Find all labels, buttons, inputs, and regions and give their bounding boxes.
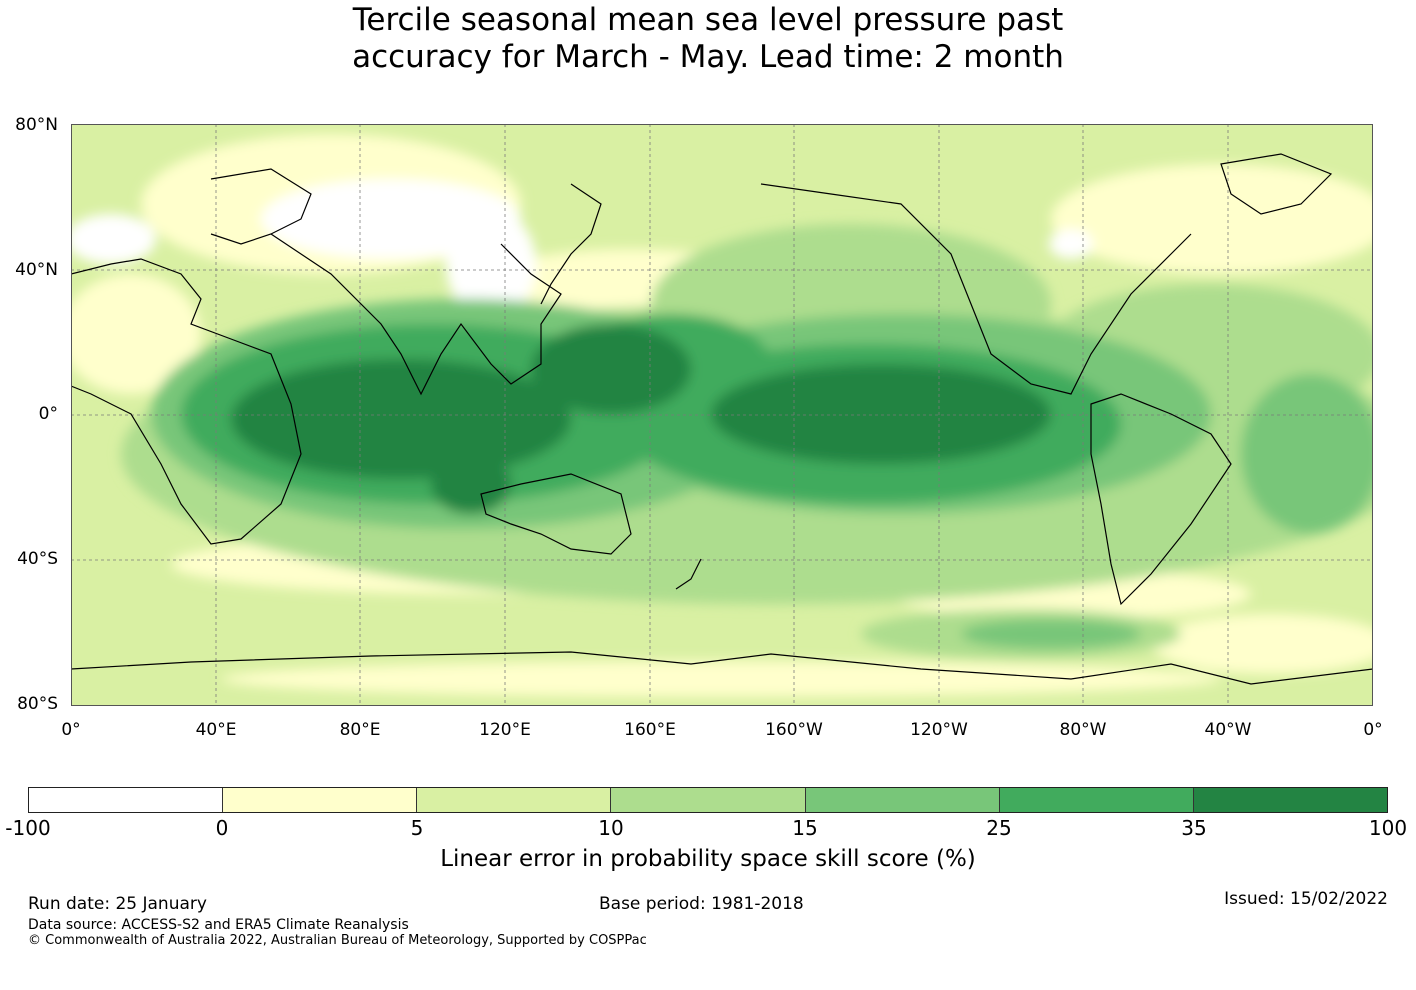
colorbar-tick: 35 (1181, 816, 1207, 840)
skill-score-map (71, 124, 1373, 706)
base-period: Base period: 1981-2018 (599, 894, 804, 914)
run-date: Run date: 25 January (28, 894, 207, 914)
lon-label-160w: 160°W (765, 720, 823, 740)
lon-label-120w: 120°W (910, 720, 968, 740)
coastlines (71, 153, 1373, 685)
colorbar-segment (804, 788, 999, 812)
colorbar-segment (416, 788, 611, 812)
colorbar-tick: -100 (5, 816, 51, 840)
lon-label-160e: 160°E (624, 720, 676, 740)
colorbar-segment (29, 788, 223, 812)
lat-label-80s: 80°S (17, 694, 58, 714)
colorbar-tick: 10 (598, 816, 624, 840)
colorbar-tick: 0 (215, 816, 229, 840)
colorbar-tick: 100 (1368, 816, 1408, 840)
data-source: Data source: ACCESS-S2 and ERA5 Climate … (28, 917, 409, 933)
colorbar-segment (222, 788, 417, 812)
colorbar-tick: 5 (410, 816, 424, 840)
map-title: Tercile seasonal mean sea level pressure… (0, 2, 1416, 76)
lon-label-80e: 80°E (339, 720, 381, 740)
lat-label-40s: 40°S (17, 549, 58, 569)
lat-label-40n: 40°N (15, 260, 58, 280)
lon-label-0-east: 0° (1363, 720, 1383, 740)
lon-label-80w: 80°W (1059, 720, 1107, 740)
issued-date: Issued: 15/02/2022 (1224, 889, 1388, 909)
lat-label-80n: 80°N (15, 115, 58, 135)
lon-label-120e: 120°E (479, 720, 531, 740)
colorbar-label: Linear error in probability space skill … (440, 846, 976, 872)
title-line-2: accuracy for March - May. Lead time: 2 m… (352, 39, 1064, 75)
copyright: © Commonwealth of Australia 2022, Austra… (28, 933, 647, 948)
title-line-1: Tercile seasonal mean sea level pressure… (352, 2, 1064, 38)
lon-label-0-west: 0° (61, 720, 81, 740)
lat-label-0: 0° (38, 404, 58, 424)
graticule (71, 124, 1373, 706)
colorbar-segment (998, 788, 1193, 812)
colorbar-tick: 25 (986, 816, 1012, 840)
lon-label-40w: 40°W (1204, 720, 1252, 740)
colorbar-segment (1192, 788, 1387, 812)
colorbar-segment (610, 788, 805, 812)
colorbar-tick: 15 (792, 816, 818, 840)
colorbar (28, 787, 1388, 813)
lon-label-40e: 40°E (195, 720, 237, 740)
